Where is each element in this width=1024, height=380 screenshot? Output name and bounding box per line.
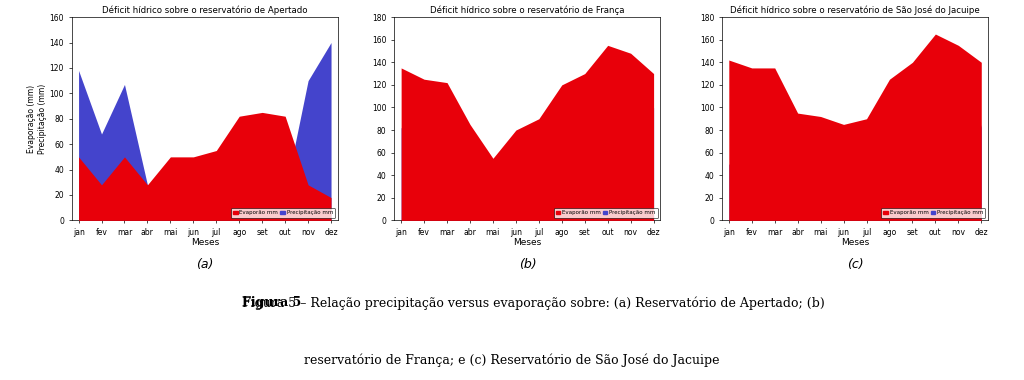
Y-axis label: Evaporação (mm)
Precipitação (mm): Evaporação (mm) Precipitação (mm)	[28, 84, 47, 154]
Title: Déficit hídrico sobre o reservatório de São José do Jacuipe: Déficit hídrico sobre o reservatório de …	[730, 5, 980, 15]
Title: Déficit hídrico sobre o reservatório de França: Déficit hídrico sobre o reservatório de …	[430, 5, 625, 15]
X-axis label: Meses: Meses	[190, 238, 219, 247]
Text: Figura 5: Figura 5	[242, 296, 301, 309]
X-axis label: Meses: Meses	[513, 238, 542, 247]
X-axis label: Meses: Meses	[841, 238, 869, 247]
Text: reservatório de França; e (c) Reservatório de São José do Jacuipe: reservatório de França; e (c) Reservatór…	[304, 353, 720, 367]
Title: Déficit hídrico sobre o reservatório de Apertado: Déficit hídrico sobre o reservatório de …	[102, 5, 307, 15]
Text: (c): (c)	[847, 258, 863, 271]
Legend: Evaporão mm, Precipitação mm: Evaporão mm, Precipitação mm	[882, 208, 985, 218]
Text: (a): (a)	[197, 258, 213, 271]
Legend: Evaporão mm, Precipitação mm: Evaporão mm, Precipitação mm	[231, 208, 335, 218]
Legend: Evaporão mm, Precipitação mm: Evaporão mm, Precipitação mm	[554, 208, 657, 218]
Text: Figura 5 – Relação precipitação versus evaporação sobre: (a) Reservatório de Ape: Figura 5 – Relação precipitação versus e…	[242, 296, 824, 310]
Text: (b): (b)	[518, 258, 537, 271]
